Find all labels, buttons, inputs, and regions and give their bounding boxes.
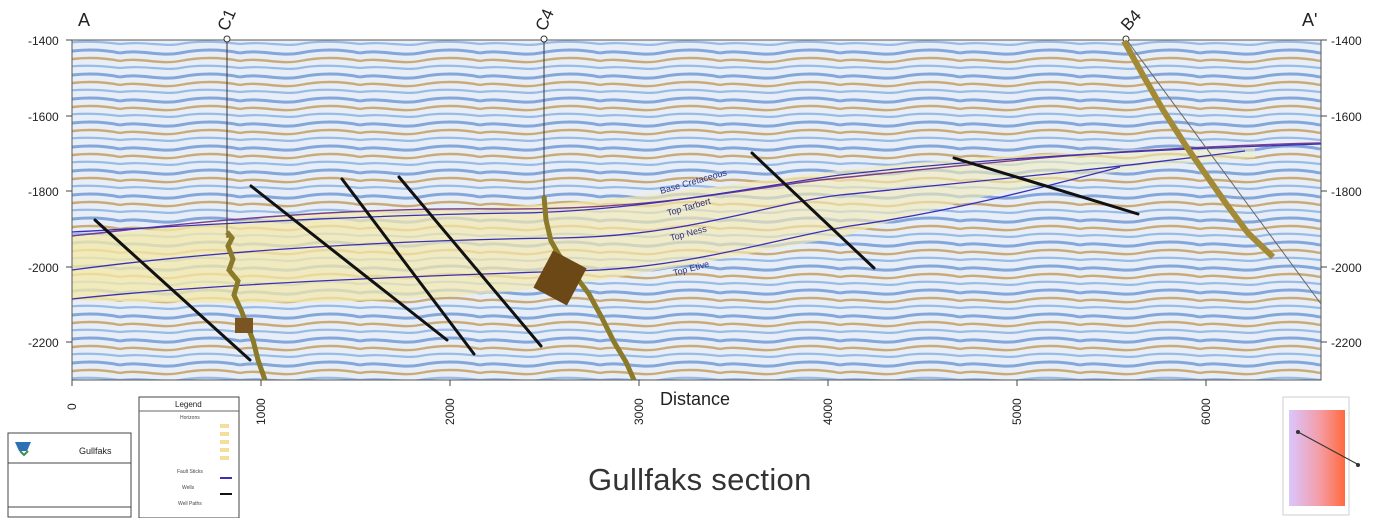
distance-tick-5000: 5000 — [1010, 398, 1024, 425]
depth-right-1400: -1400 — [1331, 34, 1362, 48]
distance-tick-6000: 6000 — [1199, 398, 1213, 425]
figure-title: Gullfaks section — [588, 462, 812, 497]
depth-left-2200: -2200 — [28, 336, 59, 350]
wells — [223, 35, 1322, 382]
depth-axis-labels: -1400 -1600 -1800 -2000 -2200 -1400 -160… — [28, 34, 1362, 350]
company-logo — [15, 442, 31, 451]
map-point-a — [1296, 430, 1300, 434]
distance-axis-labels: 0 1000 2000 3000 4000 5000 6000 — [65, 398, 1213, 425]
depth-right-1800: -1800 — [1331, 185, 1362, 199]
depth-right-2200: -2200 — [1331, 336, 1362, 350]
legend-fault-swatch — [220, 477, 232, 479]
fault-stick — [340, 177, 476, 356]
fault-stick — [249, 184, 449, 342]
distance-tick-3000: 3000 — [632, 398, 646, 425]
legend-horizon-swatches — [220, 424, 229, 460]
depth-right-2000: -2000 — [1331, 261, 1362, 275]
wellhead-c1 — [223, 35, 231, 43]
depth-axis-ticks — [66, 39, 1327, 343]
horizon-top-tarbert — [71, 143, 1322, 233]
map-point-a-prime — [1356, 463, 1360, 467]
legend-well-swatch — [220, 493, 232, 495]
depth-right-1600: -1600 — [1331, 110, 1362, 124]
wellhead-c4 — [540, 35, 548, 43]
distance-axis-ticks — [71, 380, 1207, 386]
fault-stick — [750, 151, 876, 270]
section-end-label: A' — [1302, 10, 1318, 30]
depth-left-2000: -2000 — [28, 261, 59, 275]
plot-frame — [71, 39, 1322, 381]
legend-faults-header: Fault Sticks — [177, 469, 203, 475]
depth-left-1600: -1600 — [28, 110, 59, 124]
distance-tick-4000: 4000 — [821, 398, 835, 425]
well-interval-c4 — [533, 250, 587, 306]
legend-well-path-header: Well Paths — [178, 501, 202, 507]
fault-sticks — [93, 151, 1140, 362]
well-log-c1 — [225, 230, 268, 381]
fault-stick — [397, 175, 543, 348]
fault-stick — [952, 156, 1140, 216]
map-section-line — [1297, 431, 1360, 466]
location-map — [1289, 410, 1345, 506]
depth-left-1400: -1400 — [28, 34, 59, 48]
section-start-label: A — [78, 10, 91, 30]
well-log-c4 — [541, 195, 637, 382]
legend-title: Legend — [175, 400, 202, 409]
well-log-b4 — [1121, 39, 1276, 260]
horizon-top-etive — [71, 166, 1121, 300]
depth-left-1800: -1800 — [28, 185, 59, 199]
title-block-project: Gullfaks — [79, 446, 112, 456]
well-path-b4 — [1125, 38, 1322, 305]
legend-wells-header: Wells — [182, 485, 195, 491]
well-interval-c1 — [235, 318, 253, 333]
horizon-top-ness — [71, 150, 1246, 271]
distance-tick-2000: 2000 — [443, 398, 457, 425]
distance-tick-0: 0 — [65, 403, 79, 410]
reservoir-interval — [72, 146, 1255, 303]
fault-stick — [93, 218, 252, 362]
legend-horizons-header: Horizons — [180, 415, 200, 421]
x-axis-title: Distance — [660, 389, 731, 409]
company-logo — [19, 450, 29, 457]
distance-tick-1000: 1000 — [254, 398, 268, 425]
